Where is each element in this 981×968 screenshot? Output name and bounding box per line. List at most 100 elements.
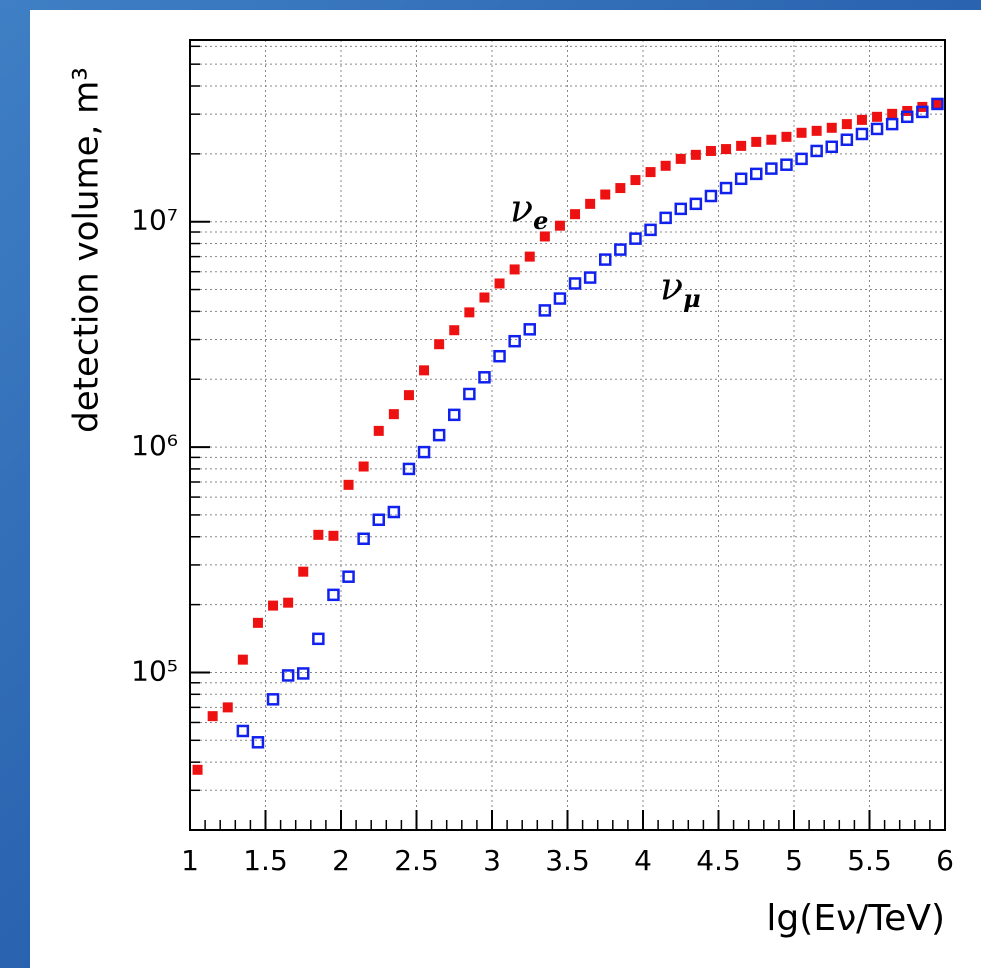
- data-point: [327, 588, 340, 602]
- data-point: [901, 110, 914, 124]
- data-point: [222, 702, 233, 713]
- data-point: [313, 529, 324, 540]
- data-point: [719, 181, 733, 195]
- data-point: [237, 654, 248, 665]
- y-tick-label: 10⁶: [131, 429, 178, 462]
- data-point: [780, 158, 793, 171]
- data-point: [417, 445, 431, 459]
- data-point: [509, 264, 520, 275]
- x-tick-label: 4: [634, 844, 652, 877]
- data-point: [494, 278, 505, 289]
- data-point: [811, 125, 822, 136]
- data-point: [373, 425, 384, 436]
- data-point: [388, 409, 399, 420]
- data-point: [736, 140, 747, 151]
- data-point: [432, 428, 446, 442]
- x-tick-label: 2: [332, 844, 350, 877]
- data-point: [402, 462, 416, 476]
- data-point: [615, 183, 626, 194]
- data-point: [387, 505, 401, 519]
- x-tick-label: 3.5: [545, 844, 590, 877]
- data-point: [841, 119, 852, 130]
- data-point: [508, 334, 521, 348]
- data-point: [885, 117, 899, 131]
- data-point: [826, 122, 837, 133]
- data-point: [538, 304, 552, 317]
- data-point: [675, 153, 686, 164]
- data-point: [825, 140, 838, 154]
- data-point: [795, 152, 808, 166]
- panel: [30, 10, 981, 968]
- data-point: [312, 632, 325, 646]
- data-point: [931, 97, 944, 111]
- data-point: [403, 390, 414, 401]
- data-point: [328, 530, 339, 541]
- data-point: [645, 167, 656, 178]
- data-point: [357, 532, 370, 545]
- data-point: [523, 323, 536, 336]
- data-point: [570, 209, 581, 220]
- data-point: [358, 461, 369, 472]
- y-tick-label: 10⁵: [131, 654, 178, 687]
- data-point: [659, 211, 672, 225]
- series-label: νe: [510, 187, 548, 235]
- data-point: [614, 243, 627, 256]
- data-point: [705, 145, 716, 156]
- data-point: [870, 122, 884, 136]
- data-point: [448, 408, 461, 422]
- data-point: [630, 175, 641, 186]
- data-point: [855, 127, 869, 141]
- data-point: [539, 231, 550, 242]
- data-point: [281, 669, 295, 682]
- x-tick-label: 1.5: [243, 844, 288, 877]
- series-label: νμ: [660, 265, 701, 313]
- x-tick-label: 5.5: [847, 844, 892, 877]
- data-point: [674, 202, 687, 216]
- data-point: [463, 387, 476, 401]
- data-point: [298, 566, 309, 577]
- data-point: [251, 736, 265, 749]
- data-point: [252, 617, 263, 628]
- data-point: [810, 144, 823, 158]
- data-point: [372, 513, 385, 526]
- data-point: [872, 111, 883, 122]
- data-point: [704, 189, 718, 203]
- data-point: [207, 711, 218, 722]
- data-point: [629, 232, 642, 245]
- data-point: [583, 271, 597, 284]
- data-point: [599, 253, 612, 266]
- data-point: [781, 131, 792, 142]
- data-point: [342, 570, 355, 583]
- data-point: [600, 189, 611, 200]
- data-point: [554, 220, 565, 231]
- x-tick-label: 2.5: [394, 844, 439, 877]
- x-tick-label: 6: [936, 844, 954, 877]
- data-point: [840, 133, 854, 146]
- data-point: [343, 479, 354, 490]
- data-point: [689, 197, 703, 211]
- data-point: [856, 114, 867, 125]
- data-point: [236, 724, 250, 738]
- data-point: [464, 307, 475, 318]
- data-point: [268, 600, 279, 611]
- data-point: [887, 108, 898, 119]
- data-point: [690, 149, 701, 160]
- data-point: [449, 325, 460, 336]
- data-point: [283, 597, 294, 608]
- data-point: [478, 371, 491, 384]
- data-point: [660, 160, 671, 171]
- x-tick-label: 3: [483, 844, 501, 877]
- x-tick-label: 5: [785, 844, 803, 877]
- data-point: [493, 349, 506, 363]
- data-point: [644, 223, 657, 237]
- data-point: [796, 127, 807, 138]
- data-point: [297, 667, 310, 680]
- data-point: [916, 105, 929, 119]
- x-axis-title: lg(Eν/TeV): [766, 898, 945, 939]
- data-point: [750, 167, 763, 181]
- data-point: [524, 251, 535, 262]
- data-point: [734, 172, 748, 186]
- data-point: [751, 136, 762, 147]
- data-point: [721, 144, 732, 155]
